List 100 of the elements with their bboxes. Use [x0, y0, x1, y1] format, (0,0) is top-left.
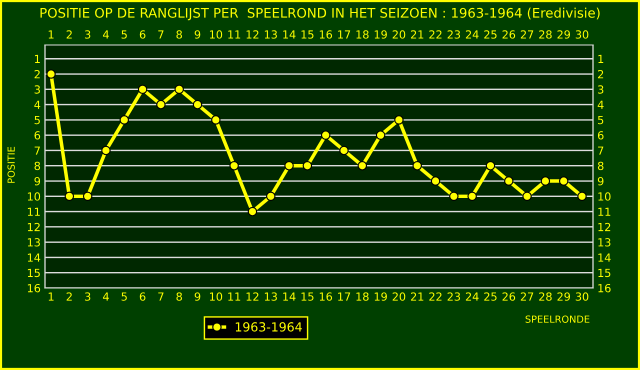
x2-tick-label: 24 — [466, 30, 479, 39]
point — [339, 146, 349, 156]
point — [522, 192, 532, 202]
point — [412, 161, 422, 170]
x-tick-label: 11 — [228, 292, 240, 301]
x2-tick-label: 6 — [140, 30, 146, 39]
x-axis-title: SPEELRONDE — [526, 315, 590, 323]
x-tick-label: 26 — [502, 292, 516, 301]
y-tick-label: 9 — [34, 176, 40, 186]
point — [192, 100, 202, 110]
point — [82, 192, 92, 202]
y2-tick-label: 1 — [598, 54, 604, 63]
y-tick-label: 16 — [28, 284, 40, 292]
point — [174, 84, 184, 94]
point — [430, 176, 440, 186]
y-tick-label: 3 — [34, 85, 40, 94]
y2-tick-label: 16 — [598, 284, 611, 292]
x-tick-label: 17 — [338, 292, 350, 301]
x-tick-label: 29 — [557, 292, 570, 301]
point — [248, 206, 258, 216]
x-tick-label: 14 — [283, 292, 296, 301]
point — [449, 192, 459, 202]
x-tick-label: 8 — [176, 292, 182, 301]
y-tick-label: 1 — [34, 54, 40, 63]
point — [467, 192, 477, 202]
y-tick-label: 2 — [34, 70, 40, 78]
point — [540, 176, 550, 186]
x2-tick-label: 20 — [392, 30, 406, 39]
x2-tick-label: 9 — [194, 30, 200, 39]
y-axis-title: POSITIE — [7, 146, 15, 183]
y2-tick-label: 6 — [598, 131, 604, 140]
point — [302, 161, 312, 170]
x2-tick-label: 14 — [283, 30, 296, 39]
x2-tick-label: 17 — [338, 30, 350, 39]
x-tick-label: 24 — [466, 292, 479, 301]
x2-tick-label: 3 — [84, 30, 90, 39]
x2-tick-label: 26 — [502, 30, 516, 39]
x-tick-label: 3 — [84, 292, 90, 301]
y-tick-label: 15 — [28, 268, 40, 278]
x2-tick-label: 12 — [246, 30, 258, 39]
point — [46, 69, 56, 79]
point — [120, 115, 129, 125]
x2-tick-label: 27 — [520, 30, 534, 39]
x2-tick-label: 19 — [374, 30, 387, 39]
y2-tick-label: 12 — [598, 222, 610, 232]
y2-tick-label: 14 — [598, 254, 611, 262]
x2-tick-label: 5 — [122, 30, 127, 39]
x-tick-label: 12 — [246, 292, 258, 301]
legend-label: 1963-1964 — [236, 322, 302, 332]
y2-tick-label: 9 — [598, 176, 604, 186]
point — [358, 161, 368, 170]
x2-tick-label: 2 — [66, 30, 72, 39]
y2-tick-label: 4 — [598, 100, 604, 109]
point — [284, 161, 294, 170]
x-tick-label: 20 — [392, 292, 406, 301]
x2-tick-label: 28 — [539, 30, 552, 39]
point — [394, 115, 404, 125]
x2-tick-label: 25 — [484, 30, 497, 39]
point — [229, 161, 239, 170]
point — [486, 161, 496, 170]
x-tick-label: 15 — [302, 292, 314, 301]
x-tick-label: 13 — [264, 292, 277, 301]
point — [101, 146, 111, 156]
point — [376, 130, 386, 140]
y-tick-label: 5 — [34, 116, 40, 124]
point — [138, 84, 148, 94]
x2-tick-label: 22 — [429, 30, 442, 39]
x-tick-label: 10 — [210, 292, 222, 301]
x2-tick-label: 16 — [320, 30, 332, 39]
x-tick-label: 16 — [320, 292, 332, 301]
point — [577, 192, 587, 202]
x2-tick-label: 21 — [410, 30, 424, 39]
x-tick-label: 7 — [158, 292, 164, 301]
x-tick-label: 6 — [140, 292, 146, 301]
x-tick-label: 4 — [102, 292, 109, 301]
y-tick-label: 12 — [28, 222, 40, 232]
x-tick-label: 22 — [429, 292, 442, 301]
x2-tick-label: 8 — [176, 30, 182, 39]
point — [504, 176, 514, 186]
x-tick-label: 2 — [66, 292, 72, 301]
y2-tick-label: 2 — [598, 70, 604, 78]
x-tick-label: 30 — [576, 292, 588, 301]
y2-tick-label: 3 — [598, 85, 604, 94]
y-tick-label: 4 — [34, 100, 40, 109]
y2-tick-label: 13 — [598, 238, 610, 247]
x2-tick-label: 30 — [576, 30, 588, 39]
x-tick-label: 21 — [410, 292, 424, 301]
y-tick-label: 7 — [34, 146, 40, 155]
x2-tick-label: 29 — [557, 30, 570, 39]
y-tick-label: 10 — [28, 192, 40, 201]
y-tick-label: 11 — [28, 208, 40, 216]
x-tick-label: 18 — [356, 292, 369, 301]
x2-tick-label: 23 — [448, 30, 460, 39]
y2-tick-label: 7 — [598, 146, 604, 155]
x-tick-label: 28 — [539, 292, 552, 301]
y2-tick-label: 8 — [598, 162, 604, 170]
y2-tick-label: 5 — [598, 116, 604, 124]
x-tick-label: 19 — [374, 292, 387, 301]
point — [211, 115, 221, 125]
x2-tick-label: 13 — [264, 30, 277, 39]
